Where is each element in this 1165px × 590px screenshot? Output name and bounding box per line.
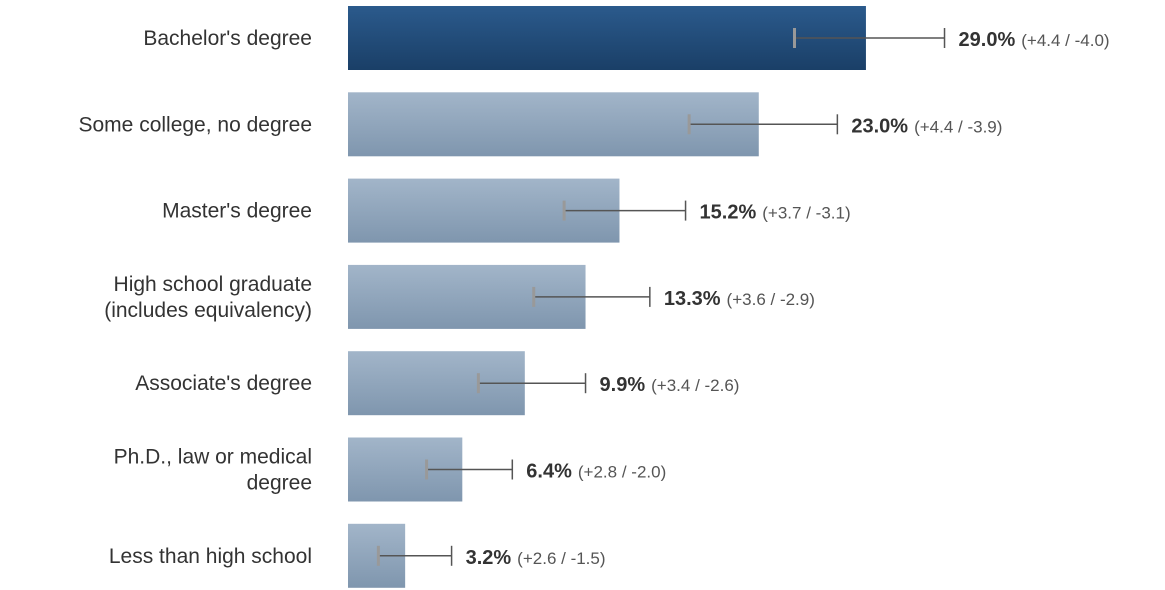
category-label: Some college, no degree bbox=[79, 113, 313, 136]
error-range-label: (+3.6 / -2.9) bbox=[727, 290, 815, 309]
category-label: Bachelor's degree bbox=[143, 27, 312, 50]
error-range-label: (+4.4 / -3.9) bbox=[914, 117, 1002, 136]
error-range-label: (+3.4 / -2.6) bbox=[651, 376, 739, 395]
error-range-label: (+4.4 / -4.0) bbox=[1021, 31, 1109, 50]
error-range-label: (+3.7 / -3.1) bbox=[762, 204, 850, 223]
category-label: High school graduate bbox=[114, 273, 312, 296]
category-label: (includes equivalency) bbox=[104, 299, 312, 322]
bar-row: High school graduate (includes equivalenc… bbox=[104, 264, 815, 329]
bar-row: Some college, no degree 23.0% (+4.4 / -3.9… bbox=[79, 92, 1002, 157]
bar-row: Bachelor's degree 29.0% (+4.4 / -4.0) bbox=[143, 6, 1110, 70]
bar-row: Ph.D., law or medical degree 6.4% (+2.8 / -… bbox=[114, 437, 666, 502]
category-label: degree bbox=[247, 472, 312, 495]
bar-row: Less than high school 3.2% (+2.6 / -1.5) bbox=[109, 523, 606, 588]
value-label: 23.0% bbox=[851, 115, 908, 137]
error-range-label: (+2.6 / -1.5) bbox=[517, 549, 605, 568]
bar-highlight bbox=[348, 6, 866, 70]
category-label: Less than high school bbox=[109, 545, 312, 568]
value-label: 3.2% bbox=[466, 547, 512, 569]
value-label: 15.2% bbox=[700, 202, 757, 224]
category-label: Master's degree bbox=[162, 200, 312, 223]
category-label: Associate's degree bbox=[135, 372, 312, 395]
value-label: 29.0% bbox=[959, 29, 1016, 51]
value-label: 9.9% bbox=[600, 374, 646, 396]
value-label: 6.4% bbox=[526, 461, 572, 483]
bar-row: Master's degree 15.2% (+3.7 / -3.1) bbox=[162, 178, 851, 243]
error-range-label: (+2.8 / -2.0) bbox=[578, 463, 666, 482]
value-label: 13.3% bbox=[664, 288, 721, 310]
category-label: Ph.D., law or medical bbox=[114, 446, 312, 469]
bar-row: Associate's degree 9.9% (+3.4 / -2.6) bbox=[135, 351, 739, 416]
